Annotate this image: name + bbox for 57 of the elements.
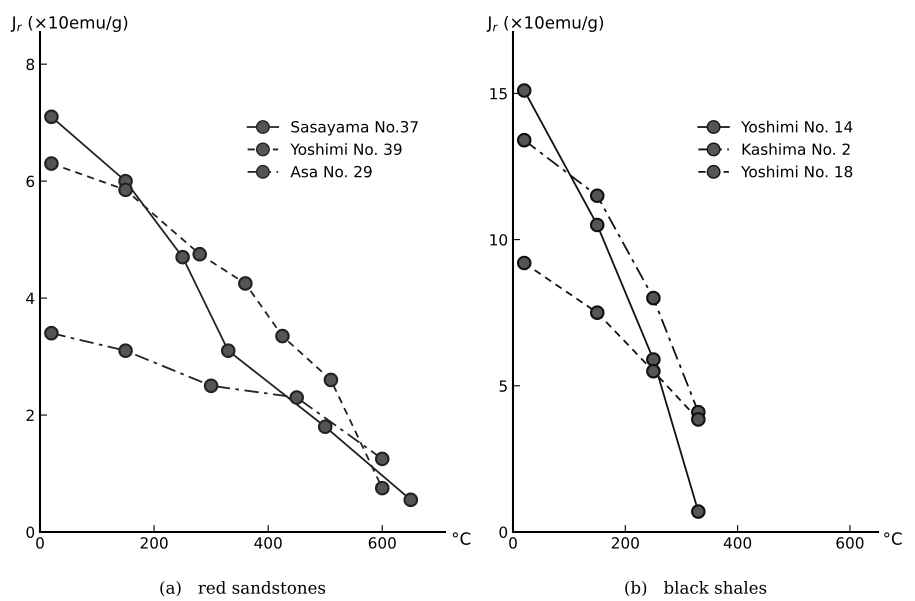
y-tick-label: 6 [26,176,34,188]
point [691,412,706,427]
legend-label: Asa No. 29 [290,166,372,178]
y-tick-label: 0 [499,526,508,538]
point [118,343,133,358]
x-tick-label: 600 [368,537,396,549]
point [238,276,253,291]
point [646,352,661,367]
y-tick-label: 8 [26,58,34,70]
x-axis-title: °C [884,532,902,545]
y-axis-title: J$_{r}$ (×10emu/g) [10,16,128,32]
point [590,305,605,320]
y-tick-label: 4 [26,292,34,304]
x-tick-label: 200 [612,537,639,549]
y-tick-label: 2 [26,410,34,421]
point [175,250,190,264]
y-tick-label: 15 [490,88,507,100]
point [192,246,208,262]
legend-label: Kashima No. 2 [742,143,850,155]
text: (a) red sandstones [160,581,326,596]
point [289,390,304,405]
point [374,452,390,466]
point [374,480,390,496]
x-tick-label: 0 [509,537,517,549]
x-tick-label: 200 [140,537,168,549]
point [118,182,133,198]
point [44,110,59,124]
point [590,218,605,232]
y-tick-label: 0 [26,526,34,538]
point [516,83,532,98]
legend-label: Sasayama No.37 [291,121,418,136]
x-tick-label: 400 [254,537,282,549]
point [275,328,290,344]
point [646,364,661,378]
point [646,290,661,306]
y-axis-title: J$_{r}$ (×10emu/g) [486,16,604,32]
point [403,492,418,508]
point [324,372,338,388]
point [220,343,236,358]
x-tick-label: 600 [836,537,864,549]
point [44,156,59,171]
x-tick-label: 0 [36,537,44,549]
point [590,188,605,204]
legend-label: Yoshimi No. 39 [290,143,402,155]
point [204,378,218,394]
x-tick-label: 400 [724,537,752,549]
point [516,256,532,270]
legend-label: Yoshimi No. 18 [741,166,852,178]
point [516,132,532,148]
text: (b) black shales [625,581,766,596]
y-tick-label: 10 [490,234,508,246]
x-axis-title: °C [452,532,470,545]
legend-label: Yoshimi No. 14 [741,120,852,133]
y-tick-label: 5 [500,380,507,392]
point [691,504,706,519]
point [318,419,333,434]
point [44,326,59,340]
